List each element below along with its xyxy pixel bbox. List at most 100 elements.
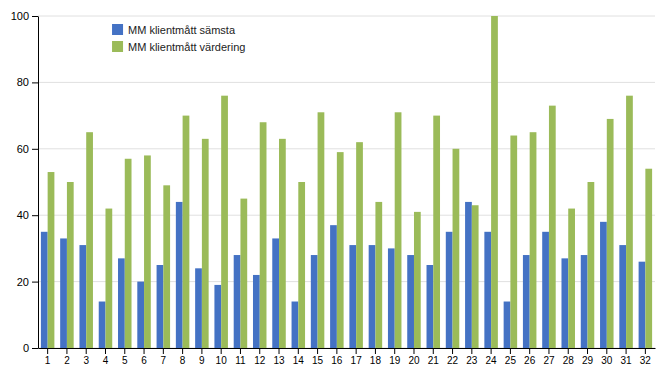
- x-tick-mark: [259, 348, 260, 354]
- x-tick-label: 31: [621, 355, 633, 366]
- x-tick-label: 30: [601, 355, 613, 366]
- y-tick-mark: [32, 149, 38, 150]
- bar: [639, 262, 646, 348]
- x-tick-label: 23: [466, 355, 478, 366]
- bar: [144, 155, 151, 348]
- bar: [407, 255, 414, 348]
- x-tick: 4: [103, 348, 109, 366]
- x-tick-mark: [471, 348, 472, 354]
- y-axis-line: [38, 17, 39, 349]
- x-tick-mark: [279, 348, 280, 354]
- bar-series: [48, 16, 652, 348]
- bar: [414, 212, 421, 348]
- legend-item: MM klientmått sämsta: [112, 24, 236, 36]
- x-tick-label: 25: [505, 355, 517, 366]
- x-tick-label: 32: [640, 355, 652, 366]
- x-tick-mark: [452, 348, 453, 354]
- y-tick: 100: [11, 10, 38, 22]
- x-tick: 29: [582, 348, 594, 366]
- bars: [41, 16, 652, 348]
- x-tick-label: 22: [447, 355, 459, 366]
- x-tick-label: 13: [273, 355, 285, 366]
- bar: [484, 232, 491, 348]
- x-tick-label: 17: [351, 355, 363, 366]
- bar: [48, 172, 55, 348]
- bar: [453, 149, 460, 348]
- x-tick-mark: [626, 348, 627, 354]
- x-tick: 26: [524, 348, 536, 366]
- x-tick-mark: [587, 348, 588, 354]
- y-tick-label: 60: [17, 143, 29, 155]
- x-tick: 1: [45, 348, 51, 366]
- bar: [600, 222, 607, 348]
- bar: [183, 116, 190, 348]
- x-tick-label: 1: [45, 355, 51, 366]
- x-tick: 12: [254, 348, 266, 366]
- legend-label: MM klientmått värdering: [128, 41, 245, 53]
- y-tick-label: 20: [17, 276, 29, 288]
- bar: [234, 255, 241, 348]
- y-tick-mark: [32, 348, 38, 349]
- x-tick: 7: [161, 348, 167, 366]
- x-tick-mark: [548, 348, 549, 354]
- x-tick-mark: [201, 348, 202, 354]
- x-tick-label: 28: [563, 355, 575, 366]
- plot: 1234567891011121314151617181920212223242…: [11, 10, 656, 366]
- y-tick-label: 40: [17, 209, 29, 221]
- x-tick-label: 15: [312, 355, 324, 366]
- x-tick-mark: [336, 348, 337, 354]
- x-tick-mark: [510, 348, 511, 354]
- bar: [619, 245, 626, 348]
- x-tick-mark: [568, 348, 569, 354]
- bar: [542, 232, 549, 348]
- x-tick-mark: [124, 348, 125, 354]
- bar: [79, 245, 86, 348]
- bar: [465, 202, 472, 348]
- grid: [38, 16, 655, 348]
- grid-line: [38, 82, 655, 83]
- x-tick: 2: [64, 348, 70, 366]
- bar: [588, 182, 595, 348]
- bar: [369, 245, 376, 348]
- x-tick-label: 21: [428, 355, 440, 366]
- x-axis: 1234567891011121314151617181920212223242…: [39, 348, 656, 366]
- bar: [67, 182, 74, 348]
- x-tick-label: 11: [235, 355, 246, 366]
- x-tick-mark: [182, 348, 183, 354]
- x-tick-mark: [433, 348, 434, 354]
- bar: [86, 132, 93, 348]
- x-tick: 31: [621, 348, 633, 366]
- bar: [202, 139, 209, 348]
- x-tick: 10: [216, 348, 228, 366]
- grid-line: [38, 16, 655, 17]
- bar: [99, 302, 106, 348]
- x-tick: 18: [370, 348, 382, 366]
- bar: [356, 142, 363, 348]
- y-tick: 20: [17, 276, 38, 288]
- x-tick: 22: [447, 348, 459, 366]
- bar: [253, 275, 260, 348]
- bar: [240, 199, 247, 348]
- x-tick-label: 18: [370, 355, 382, 366]
- y-tick: 40: [17, 209, 38, 221]
- x-tick-mark: [606, 348, 607, 354]
- bar: [607, 119, 614, 348]
- bar: [446, 232, 453, 348]
- bar: [318, 112, 325, 348]
- bar: [561, 258, 568, 348]
- bar: [427, 265, 434, 348]
- x-tick: 20: [408, 348, 420, 366]
- bar: [581, 255, 588, 348]
- bar: [388, 248, 395, 348]
- legend-label: MM klientmått sämsta: [128, 24, 236, 36]
- bar: [195, 268, 202, 348]
- y-tick-label: 100: [11, 10, 29, 22]
- bar: [137, 282, 144, 348]
- legend-swatch: [112, 41, 123, 52]
- bar: [510, 136, 517, 348]
- y-tick: 80: [17, 76, 38, 88]
- x-tick: 30: [601, 348, 613, 366]
- x-tick-label: 2: [64, 355, 70, 366]
- x-tick-label: 7: [161, 355, 167, 366]
- x-tick-mark: [317, 348, 318, 354]
